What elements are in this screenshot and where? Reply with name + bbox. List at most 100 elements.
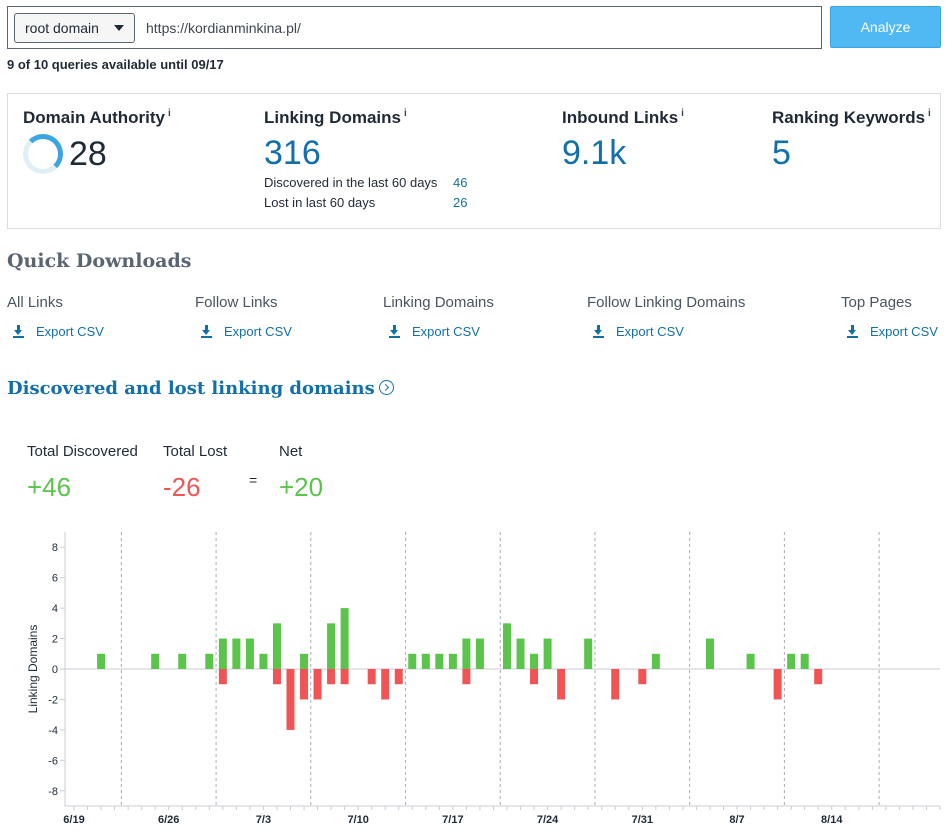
chevron-down-icon bbox=[114, 25, 124, 31]
export-csv-link[interactable]: Export CSV bbox=[195, 324, 292, 339]
y-tick-label: -6 bbox=[48, 755, 58, 767]
info-icon[interactable]: i bbox=[167, 108, 171, 120]
download-linking-domains: Linking Domains Export CSV bbox=[383, 294, 494, 339]
discovered-bar bbox=[787, 653, 796, 669]
download-icon bbox=[201, 325, 212, 338]
download-icon bbox=[389, 325, 400, 338]
discovered-bar bbox=[259, 653, 268, 669]
y-tick-label: -8 bbox=[48, 786, 58, 798]
lost-bar bbox=[557, 669, 566, 700]
metric-value[interactable]: 316 bbox=[264, 134, 321, 172]
discovered-bar bbox=[340, 608, 349, 669]
net-label: Net bbox=[279, 443, 303, 460]
y-tick-label: 0 bbox=[52, 664, 58, 676]
lost-bar bbox=[381, 669, 390, 700]
discovered-lost-chart: 8 6 4 2 0 -2 -4 -6 -8 6/19 6/26 7/3 7/10 7/17 7/24 7/31… bbox=[26, 532, 941, 826]
discovered-bar bbox=[151, 653, 160, 669]
discovered-bar bbox=[245, 638, 254, 669]
x-tick-label: 7/10 bbox=[347, 814, 368, 826]
download-label: Top Pages bbox=[841, 294, 912, 311]
discovered-lost-title[interactable]: Discovered and lost linking domains bbox=[7, 378, 394, 399]
url-input[interactable] bbox=[146, 13, 806, 43]
download-all-links: All Links Export CSV bbox=[7, 294, 104, 339]
metric-label: Inbound Links bbox=[562, 108, 679, 127]
discovered-bar bbox=[272, 623, 281, 669]
net-total: Net +20 bbox=[279, 443, 323, 503]
discovered-bar bbox=[543, 638, 552, 669]
total-lost-value: -26 bbox=[163, 472, 201, 502]
export-csv-link[interactable]: Export CSV bbox=[383, 324, 494, 339]
metric-value[interactable]: 5 bbox=[772, 134, 791, 172]
discovered-bar bbox=[462, 638, 471, 669]
metrics-panel: Domain Authority i 28 Linking Domains i 31… bbox=[7, 93, 941, 229]
net-value: +20 bbox=[279, 472, 324, 502]
discovered-bar bbox=[232, 638, 241, 669]
info-icon[interactable]: i bbox=[681, 108, 684, 120]
x-tick-label: 7/3 bbox=[256, 814, 271, 826]
discovered-label: Discovered in the last 60 days bbox=[264, 175, 438, 190]
y-tick-label: 6 bbox=[52, 573, 58, 585]
download-label: Follow Linking Domains bbox=[587, 294, 746, 311]
x-tick-label: 7/24 bbox=[537, 814, 559, 826]
metric-inbound-links: Inbound Links i 9.1k bbox=[562, 108, 684, 173]
x-tick-label: 6/19 bbox=[63, 814, 84, 826]
lost-bar bbox=[530, 669, 539, 685]
lost-bar bbox=[340, 669, 349, 685]
metric-value[interactable]: 9.1k bbox=[562, 134, 627, 172]
discovered-bar bbox=[448, 653, 457, 669]
info-icon[interactable]: i bbox=[403, 108, 407, 120]
discovered-bar bbox=[327, 623, 336, 669]
lost-bar bbox=[814, 669, 823, 685]
total-discovered-label: Total Discovered bbox=[27, 443, 138, 460]
query-quota: 9 of 10 queries available until 09/17 bbox=[7, 57, 224, 72]
discovered-bar bbox=[584, 638, 593, 669]
total-lost-label: Total Lost bbox=[163, 443, 228, 460]
lost-bar bbox=[638, 669, 647, 685]
discovered-bar bbox=[178, 653, 187, 669]
discovered-bar bbox=[408, 653, 417, 669]
quick-downloads-title: Quick Downloads bbox=[7, 250, 192, 272]
lost-bar bbox=[286, 669, 295, 730]
download-label: Follow Links bbox=[195, 294, 278, 311]
y-axis-label: Linking Domains bbox=[26, 625, 40, 714]
export-csv-link[interactable]: Export CSV bbox=[7, 324, 104, 339]
section-title-text: Discovered and lost linking domains bbox=[7, 378, 375, 399]
discovered-bar bbox=[421, 653, 430, 669]
discovered-bar bbox=[503, 623, 511, 669]
authority-gauge-icon bbox=[23, 134, 63, 174]
x-tick-label: 7/17 bbox=[442, 814, 463, 826]
discovered-bar bbox=[746, 653, 755, 669]
lost-value[interactable]: 26 bbox=[453, 195, 468, 210]
metric-label: Ranking Keywords bbox=[772, 108, 926, 127]
info-icon[interactable]: i bbox=[928, 108, 931, 120]
lost-bar bbox=[367, 669, 376, 685]
lost-bar bbox=[300, 669, 309, 700]
metric-ranking-keywords: Ranking Keywords i 5 bbox=[772, 108, 931, 173]
scope-select[interactable]: root domain bbox=[14, 13, 135, 43]
metric-value: 28 bbox=[69, 134, 107, 173]
download-follow-links: Follow Links Export CSV bbox=[195, 294, 292, 339]
lost-row: Lost in last 60 days 26 bbox=[264, 195, 467, 215]
y-tick-label: -4 bbox=[48, 725, 58, 737]
discovered-bar bbox=[530, 653, 539, 669]
discovered-bar bbox=[218, 638, 227, 669]
chevron-right-circle-icon[interactable] bbox=[378, 380, 394, 395]
discovered-bar bbox=[300, 653, 309, 669]
discovered-bar bbox=[475, 638, 484, 669]
discovered-bar bbox=[705, 638, 714, 669]
discovered-bar bbox=[435, 653, 444, 669]
x-tick-label: 6/26 bbox=[158, 814, 179, 826]
discovered-value[interactable]: 46 bbox=[453, 175, 468, 190]
discovered-bar bbox=[97, 653, 106, 669]
lost-bar bbox=[773, 669, 782, 700]
lost-bar bbox=[218, 669, 227, 685]
analyze-button[interactable]: Analyze bbox=[830, 6, 941, 48]
x-tick-label: 7/31 bbox=[632, 814, 653, 826]
total-discovered-value: +46 bbox=[27, 472, 72, 502]
x-tick-label: 8/7 bbox=[729, 814, 744, 826]
export-csv-link[interactable]: Export CSV bbox=[841, 324, 938, 339]
export-csv-link[interactable]: Export CSV bbox=[587, 324, 745, 339]
y-tick-label: 4 bbox=[52, 603, 58, 615]
discovered-bar bbox=[800, 653, 809, 669]
download-icon bbox=[13, 325, 24, 338]
